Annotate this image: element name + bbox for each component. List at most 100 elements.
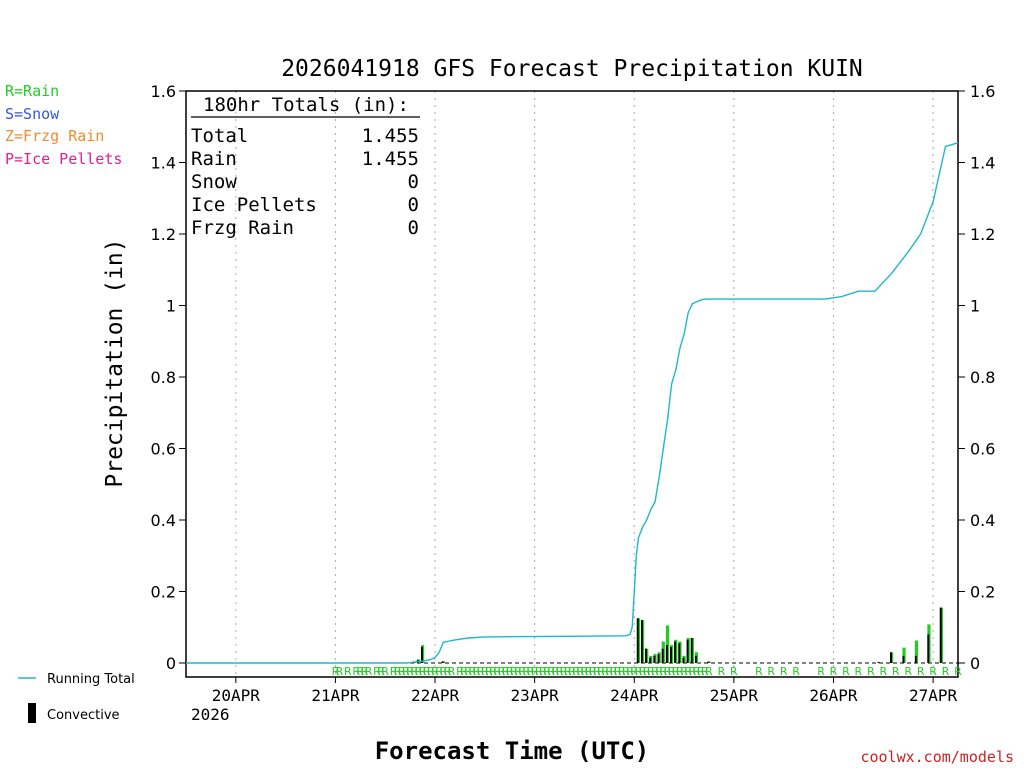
precip-type-marker-35: R — [498, 665, 506, 678]
y-tick-label-right-0: 0 — [970, 654, 980, 673]
precip-type-marker-91: R — [792, 665, 800, 678]
precip-type-marker-96: R — [867, 665, 875, 678]
precip-type-marker-53: R — [572, 665, 580, 678]
precip-type-marker-22: R — [440, 665, 448, 678]
precip-type-marker-28: R — [469, 665, 477, 678]
precip-type-marker-48: R — [552, 665, 560, 678]
precip-type-marker-85: R — [705, 665, 713, 678]
precip-type-marker-26: R — [460, 665, 468, 678]
precip-type-marker-8: R — [377, 665, 385, 678]
precip-type-marker-17: R — [419, 665, 427, 678]
x-axis: 20APR 21APR 22APR 23APR 24APR 25APR 26APR 27APR — [212, 677, 958, 705]
convective-bar-25 — [939, 607, 942, 663]
y-tick-label-left-5: 1 — [166, 297, 176, 316]
y-tick-label-right-2: 0.4 — [970, 511, 995, 530]
precip-type-marker-38: R — [510, 665, 518, 678]
precip-type-marker-103: R — [954, 665, 962, 678]
precip-type-marker-73: R — [655, 665, 663, 678]
precip-type-marker-19: R — [427, 665, 435, 678]
precip-type-marker-0: R — [332, 665, 340, 678]
legend-freezing-rain: Z=Frzg Rain — [5, 127, 104, 145]
precip-type-marker-67: R — [630, 665, 638, 678]
precip-type-marker-31: R — [481, 665, 489, 678]
precip-type-marker-100: R — [917, 665, 925, 678]
convective-bar-24 — [927, 634, 930, 663]
precip-type-marker-97: R — [879, 665, 887, 678]
y-tick-label-left-0: 0 — [166, 654, 176, 673]
totals-value-0: 1.455 — [362, 125, 419, 147]
totals-value-2: 0 — [408, 171, 419, 193]
precip-type-marker-13: R — [402, 665, 410, 678]
precip-type-marker-71: R — [647, 665, 655, 678]
precip-type-marker-16: R — [415, 665, 423, 678]
precip-type-marker-27: R — [464, 665, 472, 678]
convective-legend-label: Convective — [47, 708, 120, 723]
totals-header: 180hr Totals (in): — [203, 94, 409, 116]
precip-type-marker-50: R — [560, 665, 568, 678]
credit-link[interactable]: coolwx.com/models — [860, 748, 1014, 766]
y-axis-label: Precipitation (in) — [102, 238, 128, 487]
x-tick-label-7: 27APR — [909, 686, 958, 705]
precip-type-marker-15: R — [410, 665, 418, 678]
precip-type-marker-1: R — [336, 665, 344, 678]
precip-type-marker-57: R — [589, 665, 597, 678]
convective-bar-21 — [889, 652, 892, 663]
convective-bar-6 — [645, 648, 648, 663]
precip-type-marker-18: R — [423, 665, 431, 678]
precip-type-marker-47: R — [547, 665, 555, 678]
precip-type-marker-3: R — [352, 665, 360, 678]
y-tick-label-right-8: 1.6 — [970, 82, 995, 101]
y-tick-label-right-1: 0.2 — [970, 583, 995, 602]
chart-title: 2026041918 GFS Forecast Precipitation KU… — [281, 56, 863, 82]
precip-type-marker-75: R — [664, 665, 672, 678]
precip-type-marker-74: R — [659, 665, 667, 678]
precip-type-marker-46: R — [543, 665, 551, 678]
precip-type-marker-83: R — [697, 665, 705, 678]
precip-type-marker-4: R — [356, 665, 364, 678]
precip-type-marker-72: R — [651, 665, 659, 678]
convective-bar-14 — [678, 643, 681, 663]
precip-type-marker-42: R — [527, 665, 535, 678]
precip-type-marker-76: R — [668, 665, 676, 678]
precip-type-marker-9: R — [381, 665, 389, 678]
convective-bar-19 — [707, 661, 710, 663]
precip-type-marker-86: R — [718, 665, 726, 678]
convective-bar-12 — [670, 646, 672, 663]
precip-type-marker-80: R — [684, 665, 692, 678]
y-tick-label-left-6: 1.2 — [151, 225, 176, 244]
totals-label-1: Rain — [191, 148, 237, 170]
convective-bar-8 — [653, 655, 656, 663]
precip-type-marker-51: R — [564, 665, 572, 678]
precip-type-marker-59: R — [597, 665, 605, 678]
precip-type-marker-43: R — [531, 665, 539, 678]
precip-type-marker-49: R — [556, 665, 564, 678]
precip-type-marker-24: R — [448, 665, 456, 678]
precip-type-marker-37: R — [506, 665, 514, 678]
y-tick-label-left-4: 0.8 — [151, 368, 176, 387]
precip-type-marker-20: R — [431, 665, 439, 678]
precip-type-marker-39: R — [514, 665, 522, 678]
precip-type-marker-2: R — [344, 665, 352, 678]
y-tick-label-left-1: 0.2 — [151, 583, 176, 602]
x-axis-label: Forecast Time (UTC) — [375, 737, 650, 765]
precip-type-marker-89: R — [767, 665, 775, 678]
convective-bar-17 — [690, 637, 693, 663]
precip-type-marker-41: R — [523, 665, 531, 678]
running-total-line — [186, 142, 959, 664]
precip-type-marker-69: R — [639, 665, 647, 678]
precip-type-marker-34: R — [493, 665, 501, 678]
precip-type-marker-90: R — [780, 665, 788, 678]
convective-bar-2 — [420, 646, 423, 663]
convective-bar-16 — [686, 639, 689, 663]
x-tick-label-1: 21APR — [311, 686, 360, 705]
precip-type-marker-99: R — [904, 665, 912, 678]
precip-type-marker-60: R — [601, 665, 609, 678]
precip-type-marker-81: R — [689, 665, 697, 678]
precip-type-marker-54: R — [576, 665, 584, 678]
convective-swatch — [28, 703, 36, 723]
x-tick-label-5: 25APR — [710, 686, 759, 705]
totals-label-4: Frzg Rain — [191, 217, 294, 239]
totals-label-3: Ice Pellets — [191, 194, 317, 216]
precip-type-marker-70: R — [643, 665, 651, 678]
